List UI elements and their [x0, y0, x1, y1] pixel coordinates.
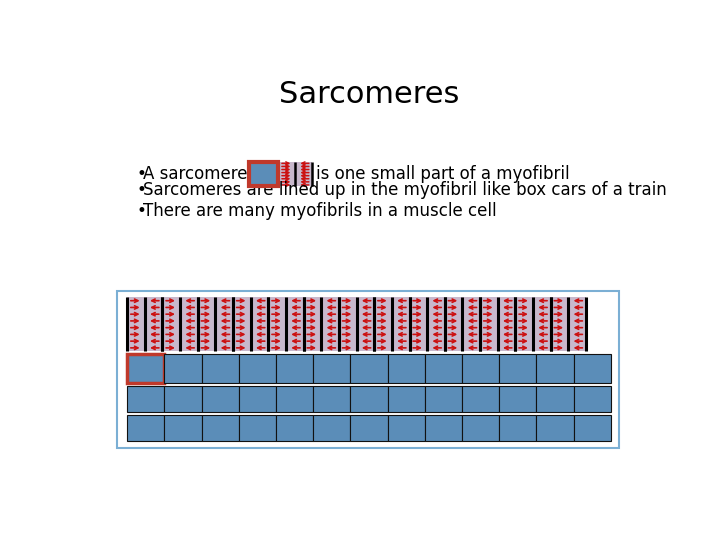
Bar: [445, 298, 480, 351]
Bar: [198, 298, 233, 351]
Bar: [536, 354, 574, 383]
Bar: [462, 415, 499, 441]
Text: •: •: [137, 165, 146, 183]
Bar: [202, 386, 239, 412]
Bar: [239, 386, 276, 412]
Bar: [127, 415, 164, 441]
Bar: [233, 298, 269, 351]
Bar: [239, 354, 276, 383]
Bar: [536, 415, 574, 441]
Bar: [574, 415, 611, 441]
Bar: [249, 162, 279, 186]
Bar: [239, 415, 276, 441]
Bar: [499, 415, 536, 441]
Text: Sarcomeres are lined up in the myofibril like box cars of a train: Sarcomeres are lined up in the myofibril…: [143, 180, 667, 199]
Bar: [387, 386, 425, 412]
Text: A sarcomere: A sarcomere: [143, 165, 247, 183]
Bar: [164, 386, 202, 412]
Bar: [313, 415, 351, 441]
Bar: [499, 354, 536, 383]
Bar: [127, 354, 164, 383]
Text: There are many myofibrils in a muscle cell: There are many myofibrils in a muscle ce…: [143, 202, 496, 220]
Bar: [425, 386, 462, 412]
Text: Sarcomeres: Sarcomeres: [279, 79, 459, 109]
Bar: [269, 298, 304, 351]
Bar: [387, 354, 425, 383]
Bar: [276, 354, 313, 383]
Bar: [462, 354, 499, 383]
Bar: [313, 386, 351, 412]
Bar: [276, 386, 313, 412]
Bar: [499, 386, 536, 412]
Bar: [127, 386, 164, 412]
Bar: [117, 291, 619, 448]
Bar: [425, 354, 462, 383]
Bar: [164, 354, 202, 383]
Bar: [351, 415, 387, 441]
Bar: [551, 298, 586, 351]
Text: •: •: [137, 180, 146, 199]
Bar: [425, 415, 462, 441]
Bar: [164, 415, 202, 441]
Bar: [304, 298, 339, 351]
Text: is one small part of a myofibril: is one small part of a myofibril: [315, 165, 569, 183]
Bar: [574, 386, 611, 412]
Bar: [351, 386, 387, 412]
Bar: [202, 415, 239, 441]
Bar: [462, 386, 499, 412]
Bar: [163, 298, 198, 351]
Bar: [339, 298, 374, 351]
Bar: [313, 354, 351, 383]
Bar: [536, 386, 574, 412]
Bar: [516, 298, 551, 351]
Bar: [374, 298, 410, 351]
Text: •: •: [137, 202, 146, 220]
Bar: [127, 298, 163, 351]
Bar: [351, 354, 387, 383]
Bar: [202, 354, 239, 383]
Bar: [574, 354, 611, 383]
Bar: [410, 298, 445, 351]
Bar: [279, 162, 312, 186]
Bar: [276, 415, 313, 441]
Bar: [387, 415, 425, 441]
Bar: [480, 298, 516, 351]
